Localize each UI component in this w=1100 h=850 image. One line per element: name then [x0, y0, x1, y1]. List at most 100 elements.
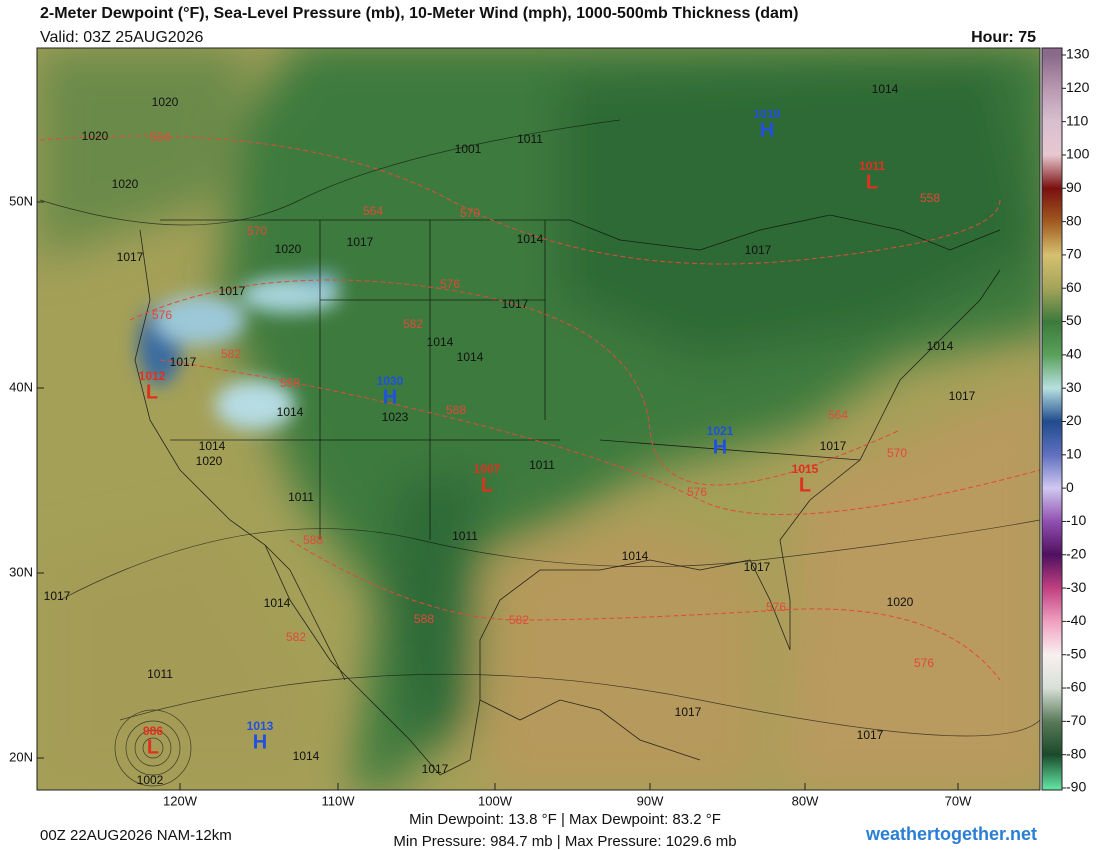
- dewpoint-range: Min Dewpoint: 13.8 °F | Max Dewpoint: 83…: [409, 811, 721, 828]
- thickness-label: 588: [414, 612, 434, 626]
- thickness-label: 570: [887, 446, 907, 460]
- colorbar-label: 100: [1066, 146, 1090, 162]
- colorbar-label: -20: [1066, 545, 1086, 561]
- center-letter: L: [147, 736, 159, 758]
- colorbar-label: 60: [1066, 279, 1082, 295]
- map-frame: [36, 47, 1041, 791]
- thickness-label: 576: [440, 277, 460, 291]
- colorbar-label: 80: [1066, 212, 1082, 228]
- isobar-label: 1014: [622, 549, 649, 563]
- center-letter: L: [146, 381, 158, 403]
- isobar-label: 1011: [147, 667, 173, 681]
- center-value: 1015: [792, 462, 819, 476]
- center-value: 1019: [754, 107, 781, 121]
- isobar-label: 1011: [288, 490, 314, 504]
- colorbar-label: -90: [1066, 779, 1086, 795]
- thickness-label: 582: [509, 613, 529, 627]
- center-value: 1021: [707, 424, 734, 438]
- colorbar-label: 130: [1066, 46, 1090, 62]
- dewpoint-shading: [37, 48, 1040, 790]
- center-letter: L: [866, 171, 878, 193]
- center-value: 1013: [247, 719, 274, 733]
- thickness-label: 582: [403, 317, 423, 331]
- isobar-label: 1020: [82, 129, 109, 143]
- isobar-label: 1017: [744, 560, 771, 574]
- isobar-label: 1001: [455, 142, 482, 156]
- isobar-label: 1017: [745, 243, 772, 257]
- center-letter: H: [760, 119, 774, 141]
- lon-label: 70W: [945, 793, 972, 808]
- isobar-label: 1017: [44, 589, 71, 603]
- isobar-label: 1014: [199, 439, 226, 453]
- dry-air-shading: [138, 272, 340, 430]
- center-value: 986: [143, 724, 163, 738]
- colorbar-label: -40: [1066, 612, 1086, 628]
- center-letter: H: [383, 386, 397, 408]
- isobar-label: 1017: [347, 235, 374, 249]
- site-name: weathertogether.net: [865, 824, 1037, 844]
- thickness-label: 576: [914, 656, 934, 670]
- lat-label: 30N: [9, 564, 33, 579]
- center-value: 1011: [859, 159, 885, 173]
- isobar-label: 1020: [275, 242, 302, 256]
- thickness-label: 576: [766, 600, 786, 614]
- thickness-label: 576: [687, 485, 707, 499]
- colorbar-label: 0: [1066, 479, 1074, 495]
- colorbar-label: 50: [1066, 312, 1082, 328]
- isobar-label: 1017: [170, 355, 197, 369]
- forecast-hour: Hour: 75: [971, 29, 1036, 46]
- isobar-label: 1017: [502, 297, 529, 311]
- thickness-label: 564: [150, 130, 170, 144]
- colorbar-label: 70: [1066, 246, 1082, 262]
- colorbar-label: -80: [1066, 745, 1086, 761]
- map-outlines: [134, 214, 1001, 776]
- isobar-label: 1014: [872, 82, 899, 96]
- lon-label: 80W: [792, 793, 819, 808]
- thickness-label: 582: [221, 347, 241, 361]
- lon-label: 120W: [163, 793, 198, 808]
- center-value: 1007: [474, 462, 501, 476]
- isobar-label: 1017: [422, 762, 449, 776]
- isobar-label: 1020: [152, 95, 179, 109]
- isobar-label: 1014: [517, 232, 544, 246]
- thickness-label: 570: [247, 224, 267, 238]
- thickness-label: 588: [446, 403, 466, 417]
- isobar-label: 1011: [529, 458, 555, 472]
- colorbar-label: -70: [1066, 712, 1086, 728]
- isobar-label: 1014: [427, 335, 454, 349]
- pressure-range: Min Pressure: 984.7 mb | Max Pressure: 1…: [393, 833, 736, 850]
- colorbar-label: -30: [1066, 579, 1086, 595]
- map-field: [37, 48, 1040, 790]
- thickness-label: 564: [363, 204, 383, 218]
- thickness-label: 576: [152, 308, 172, 322]
- center-value: 1030: [377, 374, 404, 388]
- isobar-label: 1014: [457, 350, 484, 364]
- thickness-label: 558: [920, 191, 940, 205]
- isobar-label: 1002: [137, 773, 164, 787]
- thickness-label: 588: [280, 376, 300, 390]
- colorbar-label: 90: [1066, 179, 1082, 195]
- title: 2-Meter Dewpoint (°F), Sea-Level Pressur…: [40, 5, 798, 22]
- isobar-label: 1017: [117, 250, 144, 264]
- colorbar-label: 30: [1066, 379, 1082, 395]
- colorbar-label: -50: [1066, 645, 1086, 661]
- colorbar-label: -10: [1066, 512, 1086, 528]
- lon-label: 100W: [478, 793, 513, 808]
- valid-time: Valid: 03Z 25AUG2026: [40, 29, 203, 46]
- colorbar: [1041, 47, 1063, 791]
- colorbar-label: 120: [1066, 79, 1090, 95]
- center-letter: H: [253, 731, 267, 753]
- isobar-label: 1017: [219, 284, 246, 298]
- center-letter: L: [481, 474, 493, 496]
- center-letter: H: [713, 436, 727, 458]
- lat-label: 50N: [9, 193, 33, 208]
- lat-label: 20N: [9, 749, 33, 764]
- isobar-label: 1020: [112, 177, 139, 191]
- thickness-label: 588: [303, 533, 323, 547]
- lon-label: 90W: [637, 793, 664, 808]
- isobar-label: 1020: [887, 595, 914, 609]
- colorbar-label: 110: [1066, 112, 1089, 128]
- isobar-label: 1017: [675, 705, 702, 719]
- colorbar-label: 20: [1066, 412, 1082, 428]
